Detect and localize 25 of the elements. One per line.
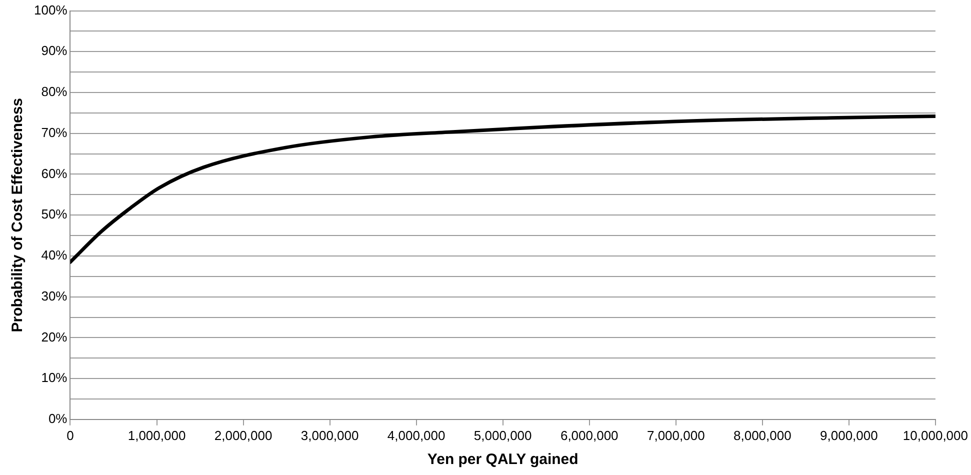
x-tick-label: 0 <box>66 428 74 443</box>
x-tick-label: 2,000,000 <box>214 428 272 443</box>
y-axis-title: Probability of Cost Effectiveness <box>9 98 26 332</box>
x-tick-label: 10,000,000 <box>902 428 968 443</box>
y-tick-label: 50% <box>41 206 68 222</box>
y-tick-label: 20% <box>41 329 68 344</box>
x-tick-label: 8,000,000 <box>734 428 792 443</box>
x-tick-label: 6,000,000 <box>560 428 618 443</box>
y-tick-label: 30% <box>41 288 68 304</box>
y-tick-label: 10% <box>41 370 68 386</box>
y-tick-label: 70% <box>41 124 68 140</box>
y-tick-label: 80% <box>41 84 68 100</box>
x-tick-label: 7,000,000 <box>646 428 705 443</box>
y-tick-label: 100% <box>34 2 68 18</box>
x-tick-label: 3,000,000 <box>300 428 359 443</box>
x-tick-label: 5,000,000 <box>474 428 532 443</box>
y-tick-label: 60% <box>41 166 68 181</box>
x-tick-label: 9,000,000 <box>820 428 878 443</box>
y-tick-label: 0% <box>48 410 68 426</box>
y-tick-label: 90% <box>41 43 68 58</box>
line-series <box>70 114 936 264</box>
x-tick-label: 1,000,000 <box>128 428 186 443</box>
x-axis-title: Yen per QALY gained <box>427 451 578 468</box>
x-tick-label: 4,000,000 <box>387 428 446 443</box>
y-tick-label: 40% <box>41 248 68 263</box>
